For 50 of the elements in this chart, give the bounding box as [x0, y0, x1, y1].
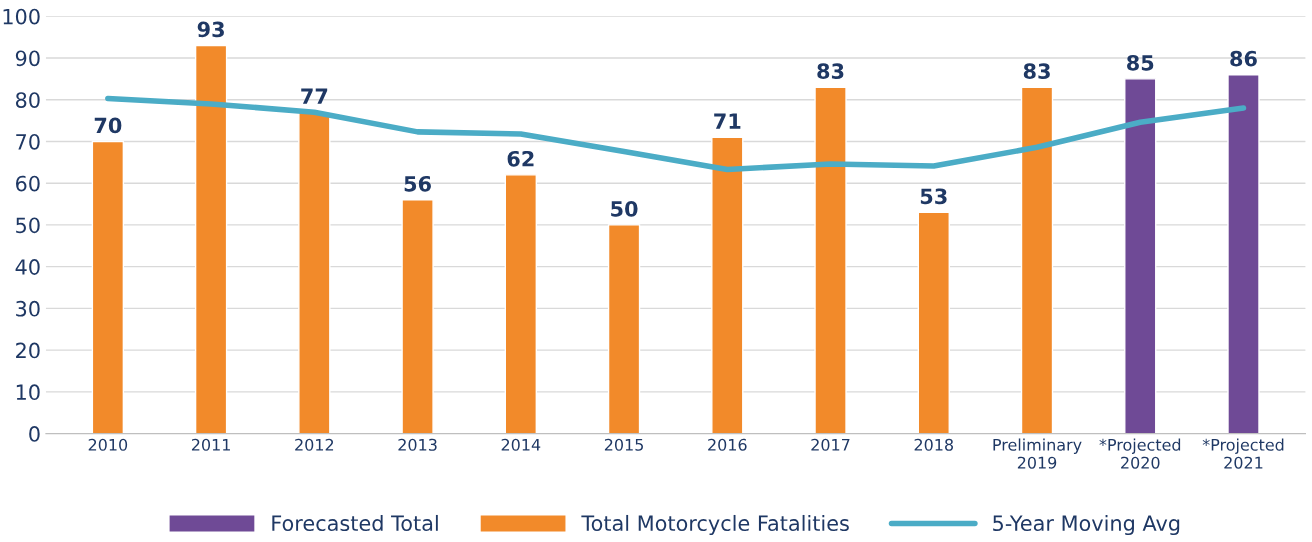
bar: [917, 211, 950, 434]
data-label: 77: [301, 88, 328, 104]
y-tick-label: 0: [29, 426, 40, 442]
y-tick-label: 90: [15, 50, 40, 67]
data-label: 62: [507, 150, 534, 167]
data-label: 70: [94, 117, 122, 134]
x-tick-label: *Projected 2021: [1202, 438, 1284, 469]
bar: [1020, 86, 1054, 434]
data-label: 53: [920, 188, 947, 205]
data-label: 71: [714, 113, 741, 129]
x-tick-label: *Projected 2020: [1099, 438, 1181, 469]
bar: [91, 140, 125, 434]
data-label: 83: [817, 63, 844, 79]
data-label: 86: [1230, 50, 1257, 67]
x-tick-label: 2010: [88, 438, 128, 451]
bar: [1227, 73, 1260, 434]
bar: [814, 86, 847, 434]
legend-label: Forecasted Total: [272, 514, 438, 532]
y-tick-label: 20: [16, 342, 40, 359]
bar: [711, 136, 744, 434]
bar: [504, 174, 538, 434]
x-tick-label: 2017: [811, 438, 850, 451]
bar: [1124, 78, 1157, 434]
x-tick-label: 2018: [914, 438, 954, 451]
x-tick-label: 2012: [295, 438, 334, 451]
bar: [298, 111, 331, 434]
x-tick-label: 2013: [398, 438, 437, 451]
bar: [194, 44, 228, 434]
x-tick-label: 2014: [501, 438, 541, 451]
data-label: 56: [404, 175, 431, 192]
y-tick-label: 60: [16, 175, 40, 192]
bar: [401, 199, 434, 434]
x-tick-label: 2016: [708, 438, 747, 451]
y-tick-label: 40: [15, 259, 40, 275]
y-tick-label: 10: [16, 384, 40, 401]
y-tick-label: 30: [16, 300, 40, 317]
data-label: 83: [1023, 63, 1050, 79]
y-tick-label: 50: [16, 217, 40, 234]
legend-label: Total Motorcycle Fatalities: [581, 514, 849, 536]
x-tick-label: 2015: [604, 438, 643, 451]
data-label: 93: [197, 21, 224, 38]
legend-label: 5-Year Moving Avg: [993, 514, 1180, 536]
y-tick-label: 80: [15, 92, 40, 108]
y-tick-label: 70: [16, 133, 40, 150]
y-tick-label: 100: [3, 8, 40, 25]
x-tick-label: 2011: [191, 438, 230, 451]
data-label: 85: [1127, 54, 1154, 71]
bar: [607, 224, 641, 434]
x-tick-label: Preliminary 2019: [993, 438, 1082, 469]
data-label: 50: [611, 200, 638, 217]
